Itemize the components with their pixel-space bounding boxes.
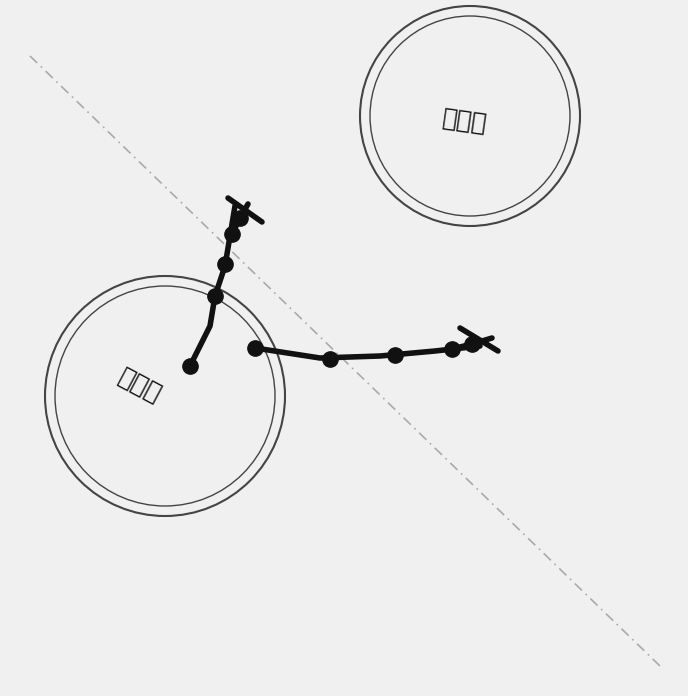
- Text: 追踪星: 追踪星: [114, 365, 166, 407]
- Text: 目标星: 目标星: [441, 106, 489, 136]
